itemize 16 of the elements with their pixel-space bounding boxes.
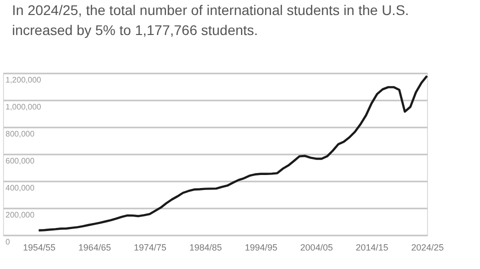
x-tick-label: 1984/85 <box>189 242 222 252</box>
y-tick-label: 200,000 <box>6 210 35 220</box>
x-tick-label: 1994/95 <box>244 242 278 252</box>
y-tick-label: 800,000 <box>6 130 35 138</box>
y-tick-label: 600,000 <box>6 156 35 166</box>
x-tick-label: 2014/15 <box>356 242 388 252</box>
y-tick-label: 0 <box>6 238 10 246</box>
x-tick-label: 1974/75 <box>134 242 166 252</box>
y-tick-label: 1,000,000 <box>6 102 42 112</box>
x-tick-label: 2024/25 <box>411 242 444 252</box>
x-tick-label: 1964/65 <box>78 242 111 252</box>
x-tick-label: 1954/55 <box>22 242 56 252</box>
y-tick-label: 1,200,000 <box>6 76 42 84</box>
chart-title: In 2024/25, the total number of international students in the U.S. increased by 5% to 1,177,766 students. <box>12 2 409 38</box>
x-tick-label: 2004/05 <box>300 242 333 252</box>
y-tick-label: 400,000 <box>6 184 35 192</box>
